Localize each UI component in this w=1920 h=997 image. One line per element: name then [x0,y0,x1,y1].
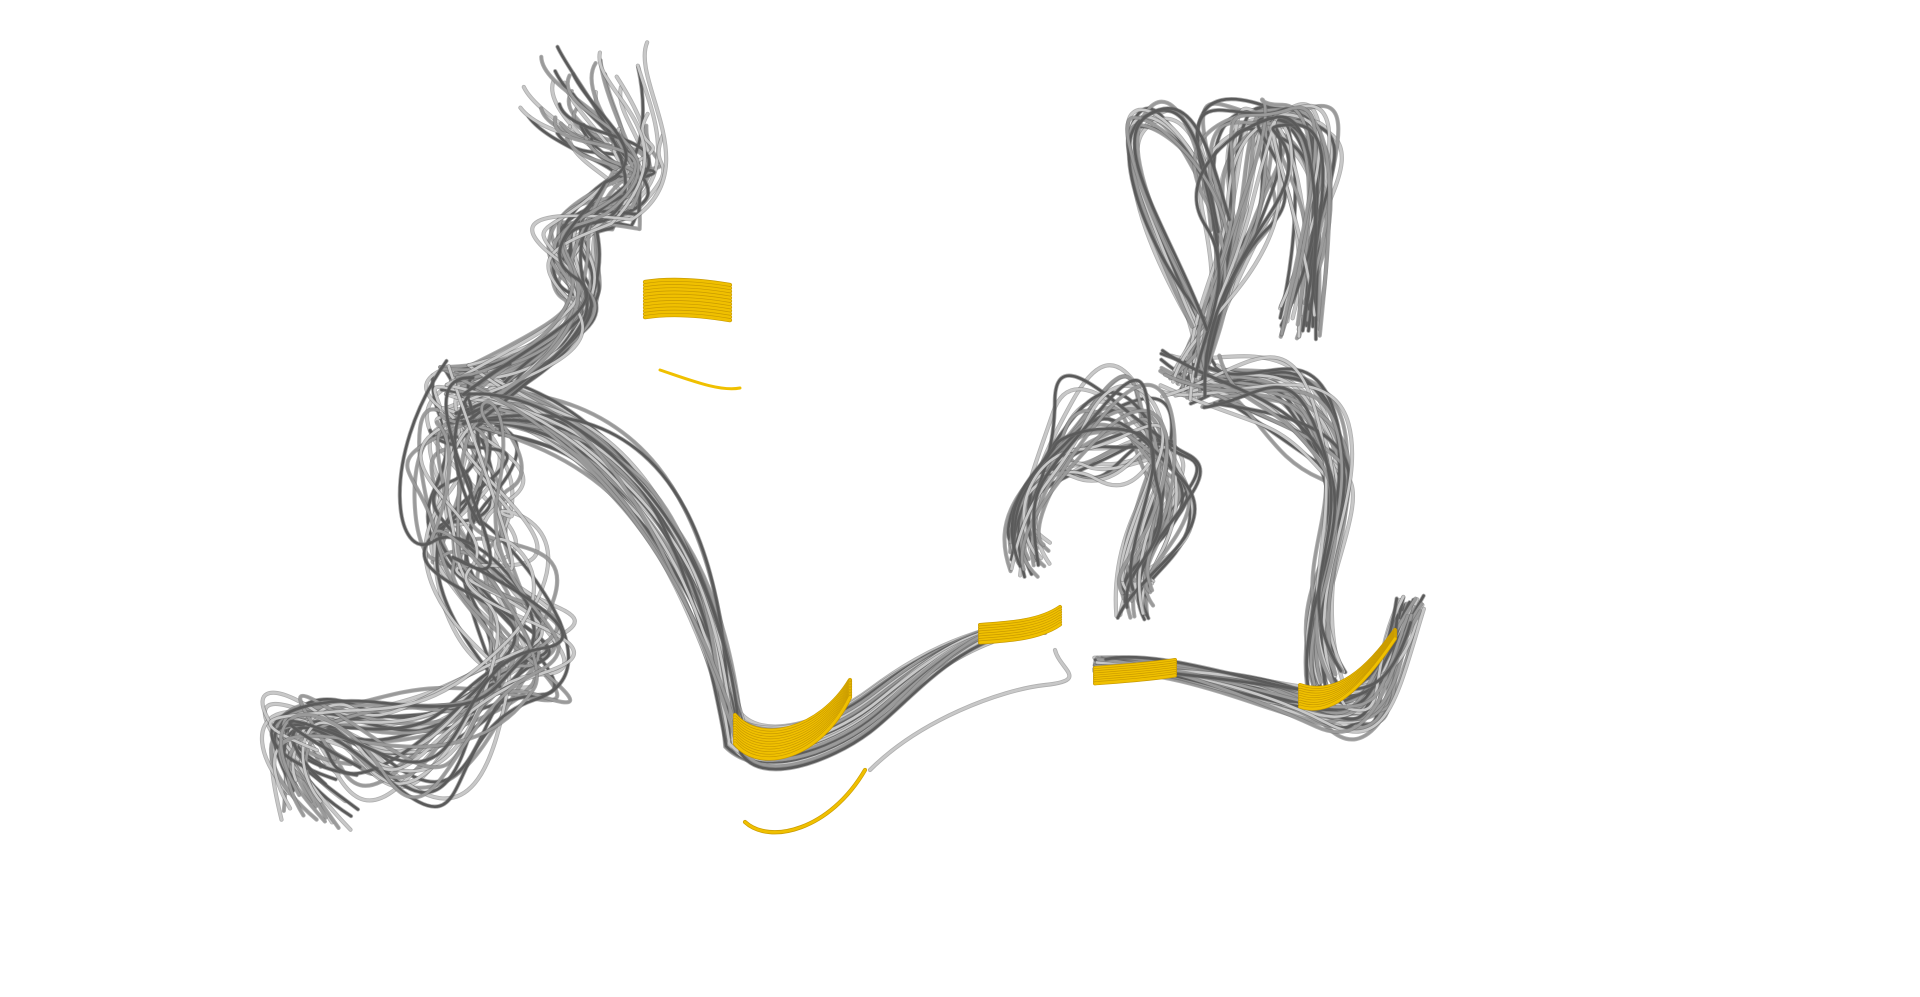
bridge-highlight [978,623,1062,644]
left-lower-strand [270,359,536,781]
right-right-highlight [1298,637,1397,710]
right-knot-strand [1030,417,1161,582]
right-outer-hairpin-strand [1133,106,1231,331]
right-left-highlight [1093,663,1177,674]
left-low-highlight [743,768,867,834]
right-knot-strand [1010,427,1155,591]
bridge-highlight [978,618,1062,639]
right-left-highlight [1093,665,1177,676]
right-hairpin-strand [1203,123,1325,398]
right-left-highlight [1093,669,1177,681]
left-sweep-strand-outline [461,419,1048,758]
bridge-highlight [978,605,1062,627]
left-top-highlight [643,304,732,312]
left-low-highlight-outline [742,767,868,835]
bridge-highlight [978,608,1062,629]
right-structure-bundle [1002,97,1426,742]
bridge-strand [868,648,1071,772]
left-top-highlight [643,294,732,303]
right-column-strand [1202,385,1342,673]
right-left-highlight [1093,660,1177,672]
right-left-highlight [1093,658,1177,670]
left-top-highlight [643,291,732,300]
left-upper-strand [478,137,641,390]
right-hairpin-strand [1196,106,1317,373]
left-lower-strand [279,400,560,799]
left-top-highlight-lower [658,368,742,391]
right-left-highlight [1093,667,1177,679]
left-top-highlight [643,310,732,319]
left-sweep-strand [447,420,1045,757]
left-sweep-strand [455,376,1037,768]
right-knot-strand [1009,374,1202,621]
left-top-highlight [643,284,732,293]
left-bottom-highlight [733,695,852,760]
bridge-highlight [978,610,1062,632]
bridge-highlight [978,613,1062,634]
left-structure-bundle [259,40,1072,835]
left-top-highlight [643,281,732,290]
left-lower-strand [278,420,539,823]
right-hairpin-strand [1194,115,1317,378]
left-upper-strand [477,102,651,423]
left-top-highlight [643,300,732,309]
left-sweep-strand-outline [461,391,1037,772]
left-top-highlight [643,278,732,287]
left-sweep-strand-outline [497,432,1039,745]
left-lower-strand [299,414,559,769]
bridge-highlight [978,615,1062,637]
left-top-highlight [643,297,732,306]
left-upper-strand [490,74,640,398]
left-sweep-strand [462,420,1047,757]
left-upper-strand [462,72,628,396]
left-top-highlight [643,288,732,296]
right-knot-strand [1032,379,1163,609]
left-top-highlight [643,313,732,322]
left-sweep-strand [498,433,1038,744]
right-outer-hairpin-strand [1126,116,1229,330]
left-lower-strand [288,376,564,769]
left-sweep-strand [462,392,1037,771]
left-sweep-strand-outline [461,413,1045,760]
left-sweep-strand-outline [446,419,1046,757]
bridge-highlight [978,620,1062,642]
right-left-highlight [1093,671,1177,683]
left-lower-strand [286,412,559,817]
left-sweep-strand [462,413,1044,759]
right-left-highlight [1093,674,1177,685]
left-top-highlight [643,307,732,316]
right-hairpin-strand [1198,117,1319,387]
right-knot-strand [1022,423,1169,615]
